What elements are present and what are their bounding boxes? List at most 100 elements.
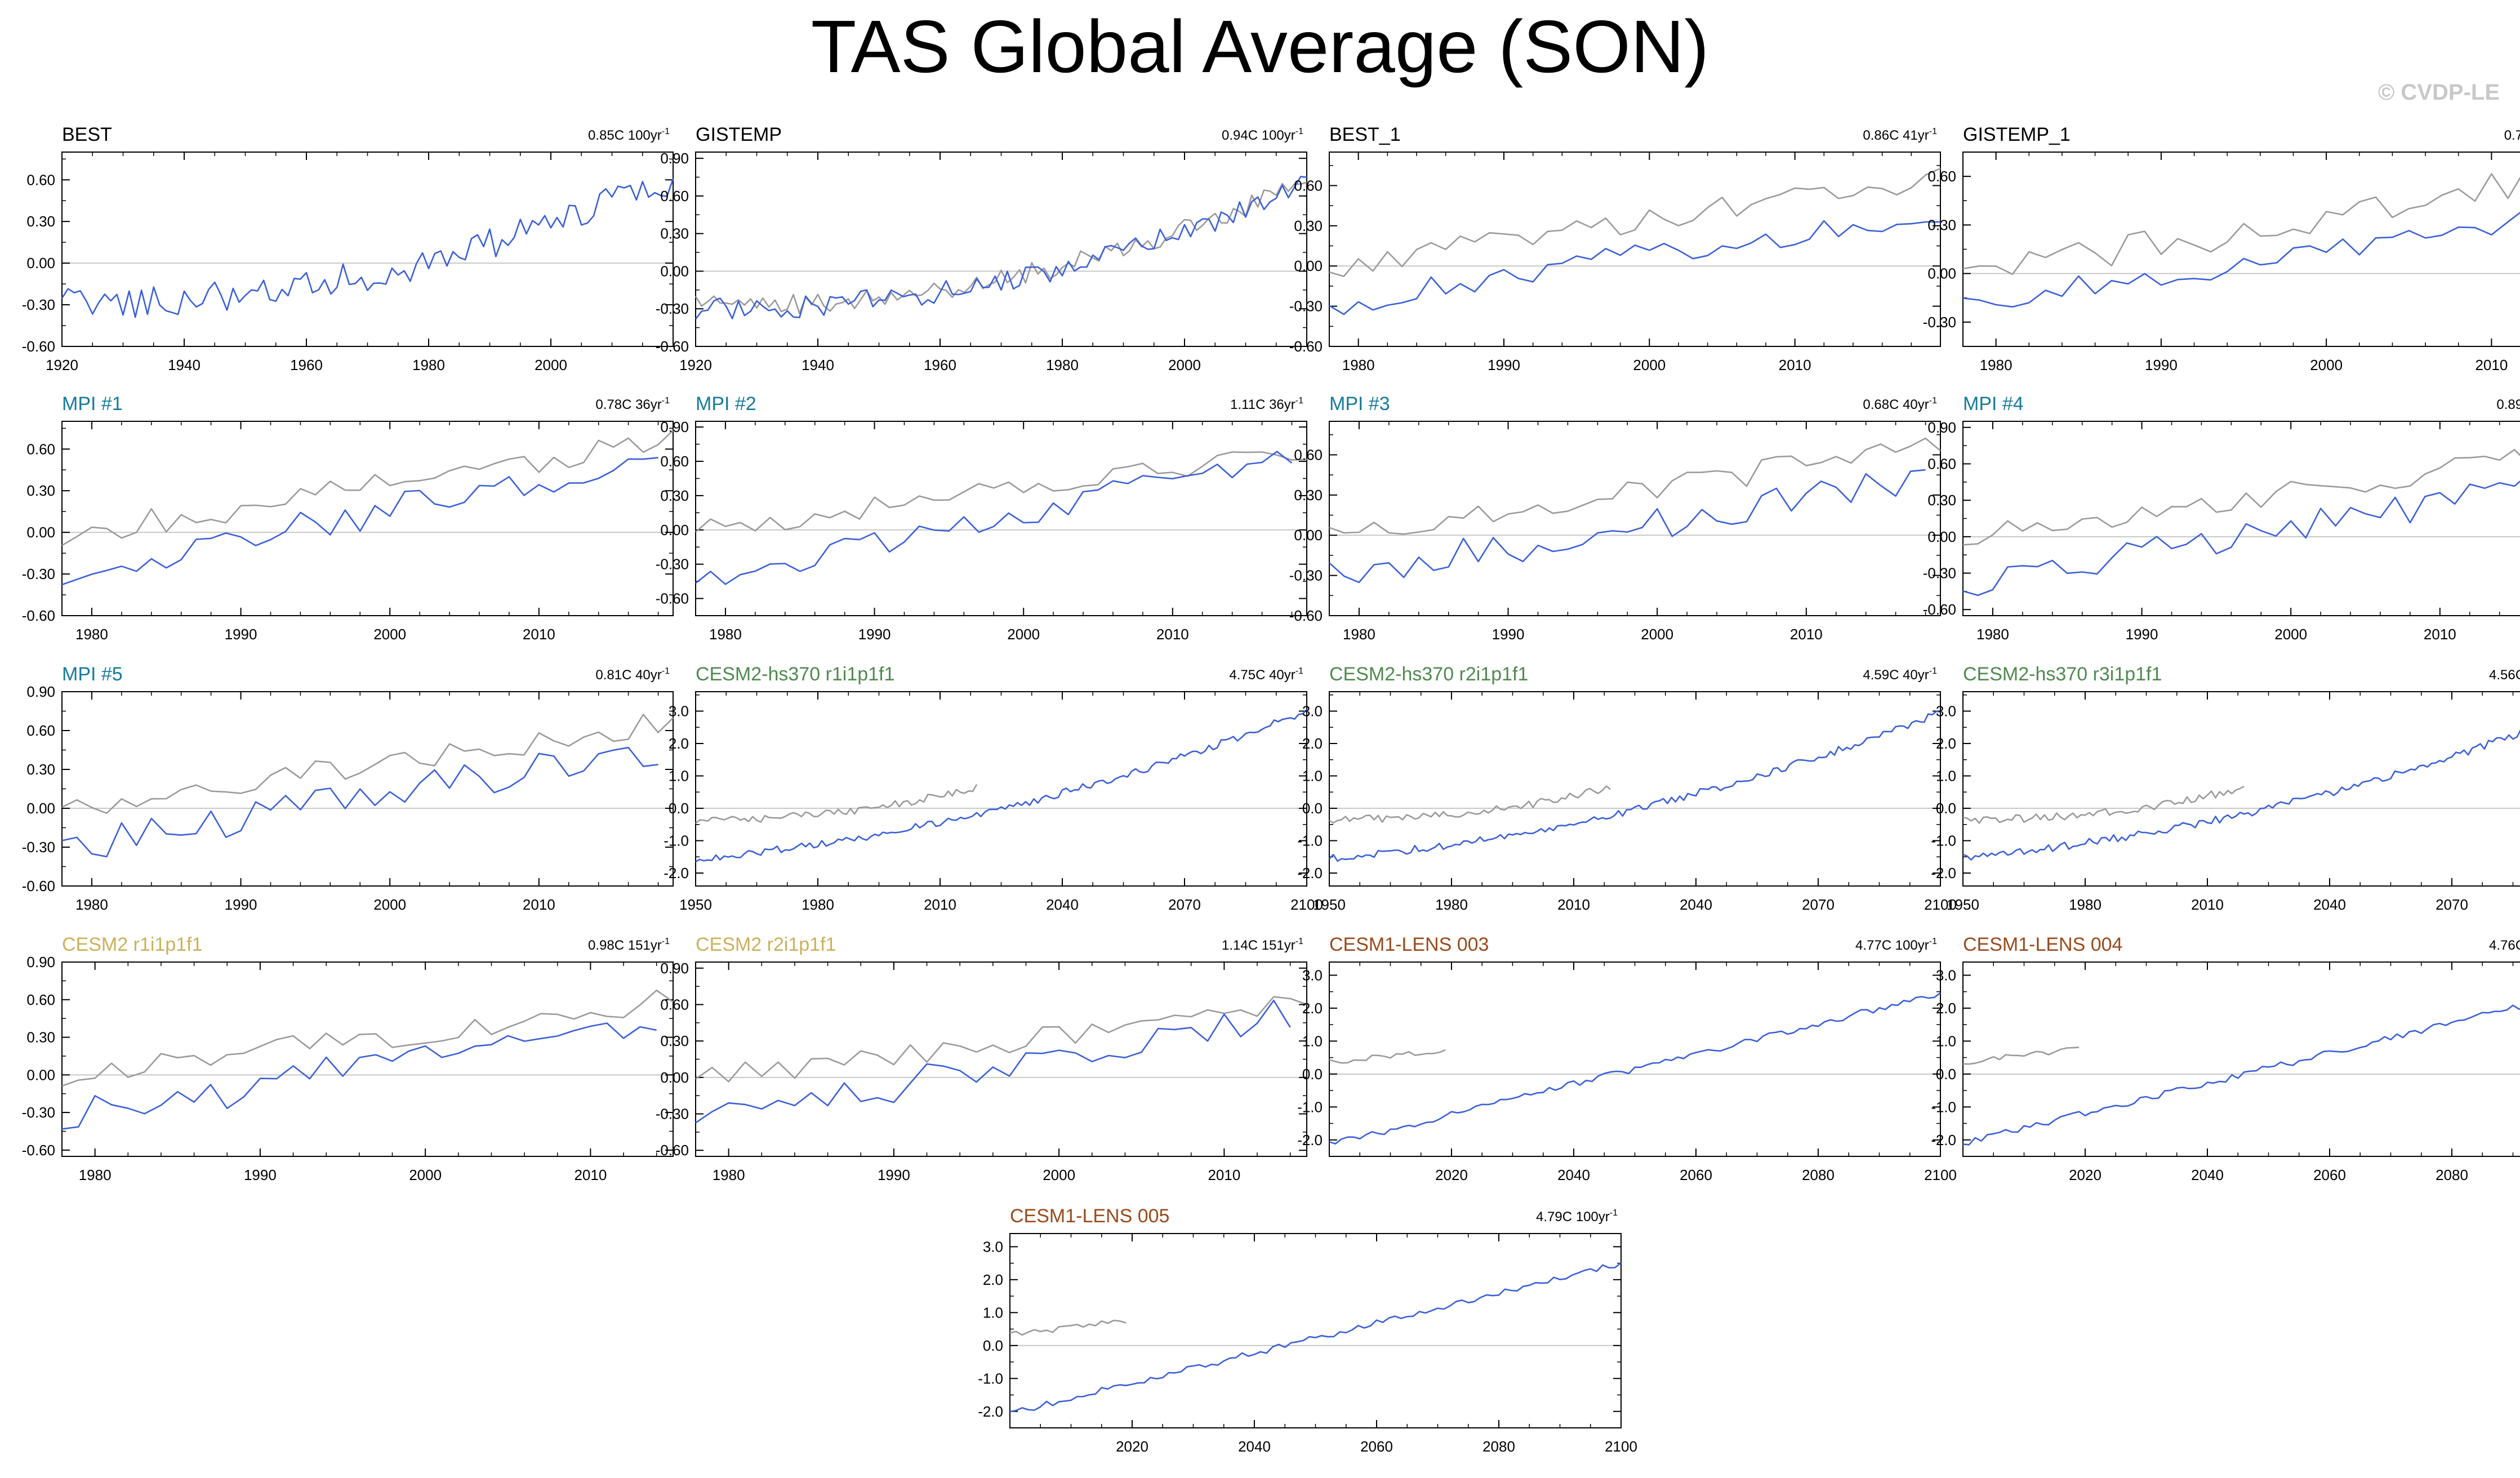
y-tick-label: -0.60 <box>656 590 689 607</box>
panel-mpi-1: MPI #1 0.78C 36yr-1 0.60 0.30 0.00 -0.30 -0.60… <box>22 393 674 643</box>
x-tick-label: 2000 <box>2274 626 2307 643</box>
series-line-ref <box>1329 1049 1446 1064</box>
trend-label: 0.81C 40yr-1 <box>595 666 670 683</box>
y-tick-label: 2.0 <box>669 735 689 752</box>
y-tick-label: 0.60 <box>26 171 55 188</box>
y-tick-label: -1.0 <box>1931 833 1956 849</box>
x-tick-label: 2070 <box>2436 896 2468 913</box>
panel-title: MPI #2 <box>696 393 756 415</box>
x-tick-label: 2060 <box>1680 1167 1712 1183</box>
x-tick-label: 2040 <box>1238 1438 1271 1455</box>
y-tick-label: -2.0 <box>1297 1132 1323 1148</box>
series-line-obs <box>1329 469 1926 584</box>
series-line-obs <box>1962 729 2520 861</box>
x-tick-label: 1980 <box>79 1167 112 1183</box>
y-tick-label: -2.0 <box>1931 865 1956 882</box>
y-tick-label: 0.00 <box>1927 265 1956 282</box>
panel-title: BEST_1 <box>1329 124 1401 145</box>
x-tick-label: 2100 <box>1924 1167 1957 1183</box>
y-tick-label: 0.00 <box>660 262 689 279</box>
panel-title: MPI #4 <box>1963 393 2024 415</box>
x-tick-label: 2000 <box>1007 626 1040 643</box>
trend-label: 0.89C 40yr-1 <box>2496 396 2520 412</box>
x-tick-label: 2010 <box>1208 1167 1240 1183</box>
series-line-obs <box>1009 1262 1622 1413</box>
x-tick-label: 2070 <box>1802 896 1835 913</box>
y-tick-label: -1.0 <box>978 1370 1003 1387</box>
x-tick-label: 2010 <box>2424 626 2456 643</box>
y-tick-label: 0.90 <box>26 954 55 971</box>
x-tick-label: 1920 <box>46 357 78 373</box>
y-tick-label: 2.0 <box>1936 735 1956 752</box>
series-line-obs <box>1962 480 2520 596</box>
y-tick-label: 0.00 <box>26 255 55 271</box>
y-tick-label: 0.60 <box>1927 455 1956 472</box>
panel-cesm2-r1i1p1f1: CESM2 r1i1p1f1 0.98C 151yr-1 0.90 0.60 0.30 0… <box>22 934 674 1183</box>
panel-mpi-2: MPI #2 1.11C 36yr-1 0.90 0.60 0.30 0.00 -0.30 -… <box>656 393 1307 643</box>
y-tick-label: 0.30 <box>26 482 55 499</box>
series-line-ref <box>695 996 1307 1083</box>
x-tick-label: 2020 <box>2069 1167 2102 1183</box>
y-tick-label: 0.30 <box>26 213 55 230</box>
panel-title: MPI #3 <box>1329 393 1390 415</box>
series-line-obs <box>694 176 1307 320</box>
x-tick-label: 2000 <box>373 626 406 643</box>
y-tick-label: 0.0 <box>1936 1066 1956 1083</box>
panel-title: CESM1-LENS 004 <box>1963 934 2122 955</box>
panel-title: CESM2 r1i1p1f1 <box>62 934 202 955</box>
y-tick-label: 0.0 <box>983 1337 1003 1354</box>
panel-title: GISTEMP <box>696 124 782 145</box>
watermark: © CVDP-LE <box>2377 80 2500 105</box>
series-line-obs <box>1329 992 1941 1145</box>
y-tick-label: -0.60 <box>656 338 689 355</box>
x-tick-label: 1990 <box>1488 357 1520 373</box>
y-tick-label: -0.30 <box>1289 298 1323 315</box>
y-tick-label: 0.60 <box>26 722 55 739</box>
y-tick-label: 3.0 <box>1302 703 1323 720</box>
x-tick-label: 1980 <box>1343 626 1375 643</box>
x-tick-label: 1980 <box>713 1167 745 1183</box>
series-line-ref <box>61 989 674 1087</box>
y-tick-label: 0.0 <box>1302 1066 1323 1083</box>
x-tick-label: 2080 <box>1802 1167 1835 1183</box>
series-line-obs <box>1329 710 1941 862</box>
y-tick-label: 3.0 <box>983 1238 1003 1255</box>
x-tick-label: 2040 <box>2191 1167 2224 1183</box>
y-tick-label: 0.60 <box>660 996 689 1013</box>
trend-label: 1.14C 151yr-1 <box>1222 937 1303 953</box>
y-tick-label: 0.0 <box>1302 800 1323 817</box>
x-tick-label: 1980 <box>709 626 742 643</box>
plot-frame <box>61 421 674 616</box>
trend-label: 0.85C 100yr-1 <box>588 127 670 143</box>
panel-title: CESM2 r2i1p1f1 <box>696 934 836 955</box>
y-tick-label: -0.60 <box>22 878 55 894</box>
panel-title: MPI #5 <box>62 664 123 685</box>
y-tick-label: 1.0 <box>669 768 689 785</box>
trend-label: 1.11C 36yr-1 <box>1230 396 1303 412</box>
y-tick-label: 0.00 <box>660 1069 689 1086</box>
y-tick-label: 1.0 <box>1936 1032 1956 1049</box>
panel-cesm1-lens-005: CESM1-LENS 005 4.79C 100yr-1 3.0 2.0 1.0 0.0 -… <box>978 1205 1637 1455</box>
x-tick-label: 1950 <box>679 896 712 913</box>
x-tick-label: 2060 <box>2313 1167 2346 1183</box>
y-tick-label: 0.00 <box>26 800 55 817</box>
x-tick-label: 2100 <box>1605 1438 1637 1455</box>
y-tick-label: -2.0 <box>1297 865 1323 882</box>
x-tick-label: 1980 <box>75 896 108 913</box>
x-tick-label: 2000 <box>1043 1167 1075 1183</box>
series-line-obs <box>1962 1004 2520 1146</box>
x-tick-label: 1990 <box>244 1167 277 1183</box>
series-line-obs <box>695 709 1307 863</box>
y-tick-label: 0.90 <box>660 419 689 435</box>
series-line-obs <box>61 178 674 318</box>
y-tick-label: 0.30 <box>26 761 55 778</box>
panel-cesm1-lens-003: CESM1-LENS 003 4.77C 100yr-1 3.0 2.0 1.0 0.0 -… <box>1297 934 1957 1183</box>
y-tick-label: -0.30 <box>656 1106 689 1123</box>
series-line-ref <box>1009 1319 1127 1336</box>
series-line-ref <box>1962 785 2245 824</box>
panel-title: MPI #1 <box>62 393 123 415</box>
panel-cesm2-r2i1p1f1: CESM2 r2i1p1f1 1.14C 151yr-1 0.90 0.60 0.30 0… <box>656 934 1307 1183</box>
trend-label: 0.78C 36yr-1 <box>595 396 670 412</box>
panel-title: CESM2-hs370 r3i1p1f1 <box>1963 664 2162 685</box>
y-tick-label: -0.30 <box>22 1104 55 1121</box>
